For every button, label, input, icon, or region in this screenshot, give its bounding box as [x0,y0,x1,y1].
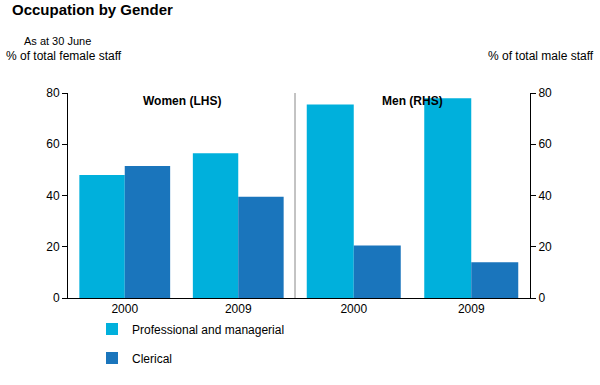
svg-text:As at 30 June: As at 30 June [24,35,91,47]
svg-text:40: 40 [46,189,60,203]
svg-text:20: 20 [46,240,60,254]
svg-text:Men (RHS): Men (RHS) [382,94,443,108]
svg-text:0: 0 [53,291,60,305]
svg-text:20: 20 [538,240,552,254]
svg-text:Clerical: Clerical [132,352,172,366]
svg-text:% of total male staff: % of total male staff [488,49,594,63]
svg-text:0: 0 [538,291,545,305]
svg-text:2000: 2000 [340,302,367,316]
svg-text:% of total female staff: % of total female staff [6,49,122,63]
svg-text:2009: 2009 [458,302,485,316]
svg-text:60: 60 [46,137,60,151]
svg-text:Women (LHS): Women (LHS) [143,94,221,108]
svg-text:2000: 2000 [111,302,138,316]
svg-text:80: 80 [46,86,60,100]
svg-text:80: 80 [538,86,552,100]
svg-text:2009: 2009 [225,302,252,316]
svg-text:Professional and managerial: Professional and managerial [132,323,284,337]
svg-text:60: 60 [538,137,552,151]
svg-text:40: 40 [538,189,552,203]
svg-text:Occupation by Gender: Occupation by Gender [12,1,173,18]
